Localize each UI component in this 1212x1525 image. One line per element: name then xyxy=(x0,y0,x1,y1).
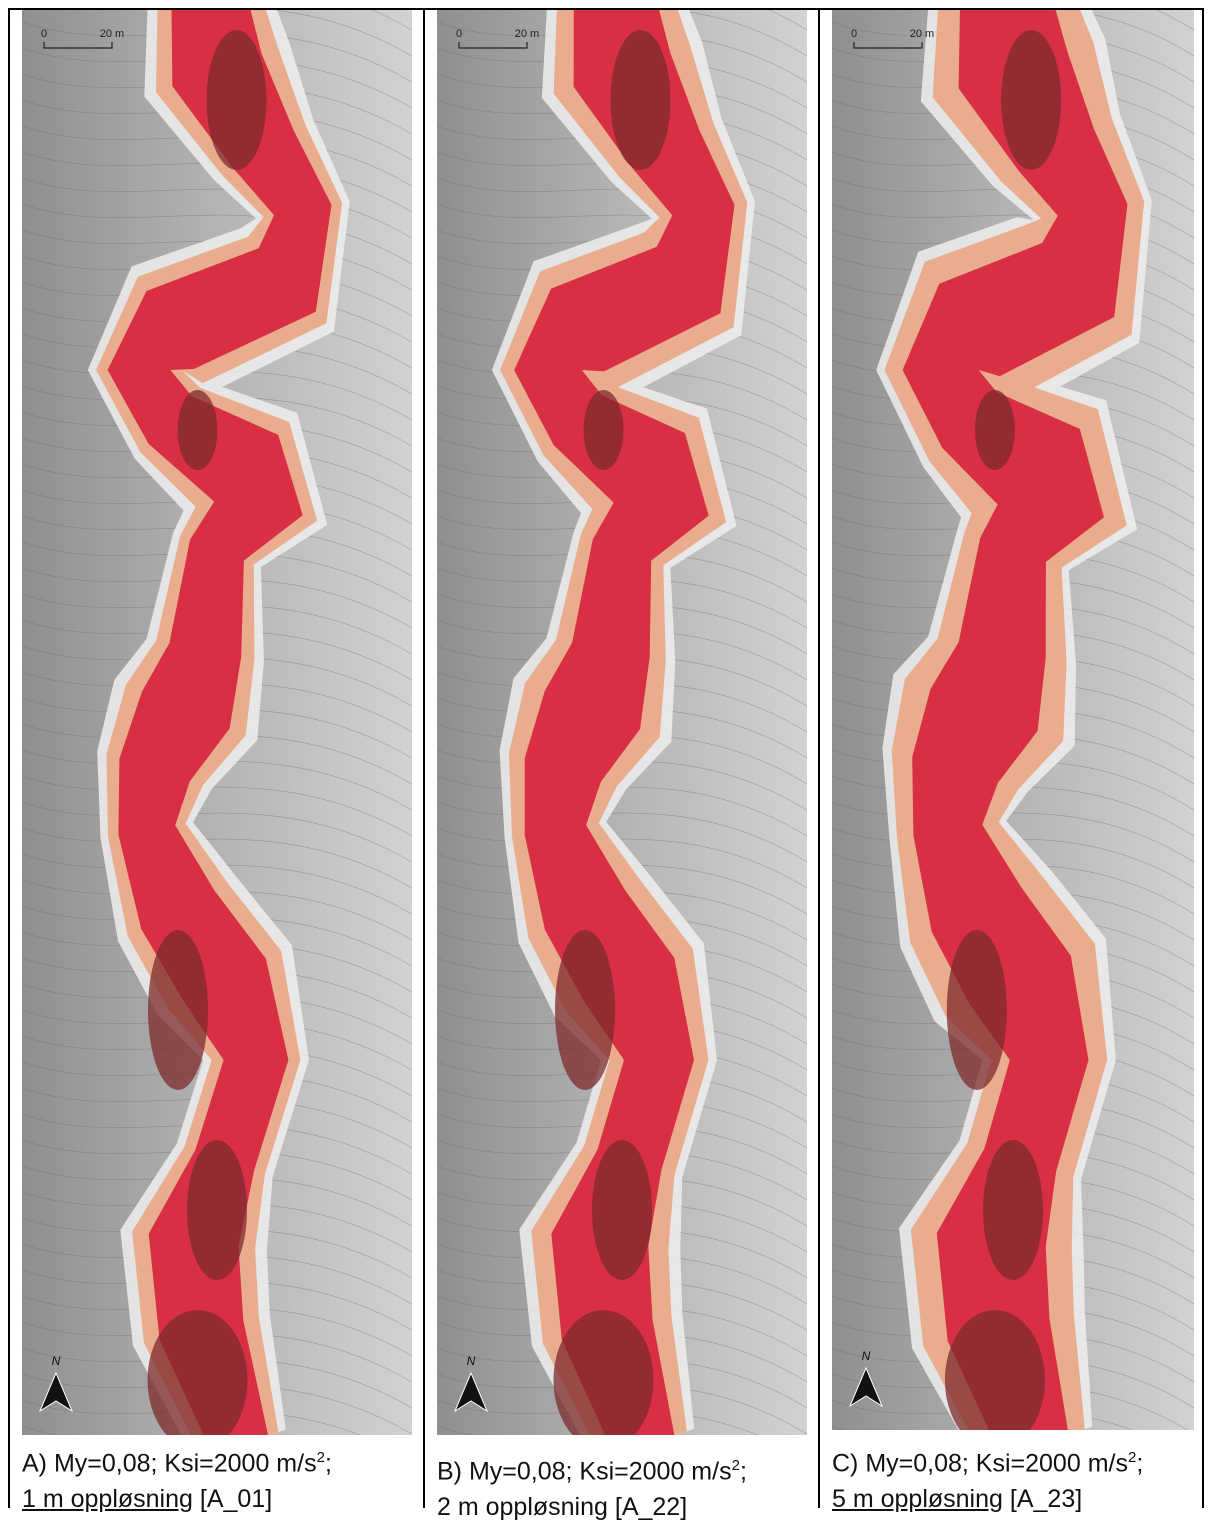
caption-resolution: 2 m oppløsning [A_22] xyxy=(437,1489,747,1525)
caption-id: [A_23] xyxy=(1010,1485,1082,1513)
caption-text: C) My=0,08; Ksi=2000 m/s xyxy=(832,1449,1128,1477)
map-panel: 0 20 m N xyxy=(22,10,412,1435)
scale-label: 20 m xyxy=(515,28,539,40)
caption: B) My=0,08; Ksi=2000 m/s2; 2 m oppløsnin… xyxy=(437,1448,747,1525)
caption-text: ; xyxy=(740,1457,747,1485)
runout-core xyxy=(1001,30,1061,170)
caption-resolution: 1 m oppløsning xyxy=(22,1485,193,1513)
table-border xyxy=(8,8,10,1508)
runout-core xyxy=(555,930,615,1090)
scale-label: 0 xyxy=(851,28,857,40)
runout-core xyxy=(207,30,267,170)
caption-sup: 2 xyxy=(317,1449,325,1466)
caption-text: ; xyxy=(1136,1449,1143,1477)
map-panel: 0 20 m N xyxy=(437,10,807,1435)
runout-core xyxy=(178,390,218,470)
caption-sup: 2 xyxy=(732,1457,740,1474)
map-panel: 0 20 m N xyxy=(832,10,1194,1430)
caption-text: A) My=0,08; Ksi=2000 m/s xyxy=(22,1449,317,1477)
runout-core xyxy=(592,1140,652,1280)
runout-core xyxy=(584,390,624,470)
caption-id: [A_01] xyxy=(200,1485,272,1513)
table-border xyxy=(423,8,425,1508)
table-border xyxy=(1202,8,1204,1508)
page: 0 20 m N 0 20 m N 0 20 m N A) My=0,08; Ksi=200… xyxy=(0,0,1212,1506)
scale-label: 20 m xyxy=(100,28,124,40)
scale-label: 20 m xyxy=(910,28,934,40)
caption-text: ; xyxy=(325,1449,332,1477)
runout-core xyxy=(611,30,671,170)
caption-resolution: 5 m oppløsning xyxy=(832,1485,1003,1513)
north-label: N xyxy=(467,1354,476,1368)
runout-core xyxy=(187,1140,247,1280)
caption-text: B) My=0,08; Ksi=2000 m/s xyxy=(437,1457,732,1485)
runout-core xyxy=(983,1140,1043,1280)
scale-label: 0 xyxy=(41,28,47,40)
runout-core xyxy=(975,390,1015,470)
north-label: N xyxy=(862,1349,871,1363)
table-border xyxy=(818,8,820,1508)
runout-core xyxy=(947,930,1007,1090)
scale-label: 0 xyxy=(456,28,462,40)
runout-core xyxy=(148,930,208,1090)
north-label: N xyxy=(52,1354,61,1368)
